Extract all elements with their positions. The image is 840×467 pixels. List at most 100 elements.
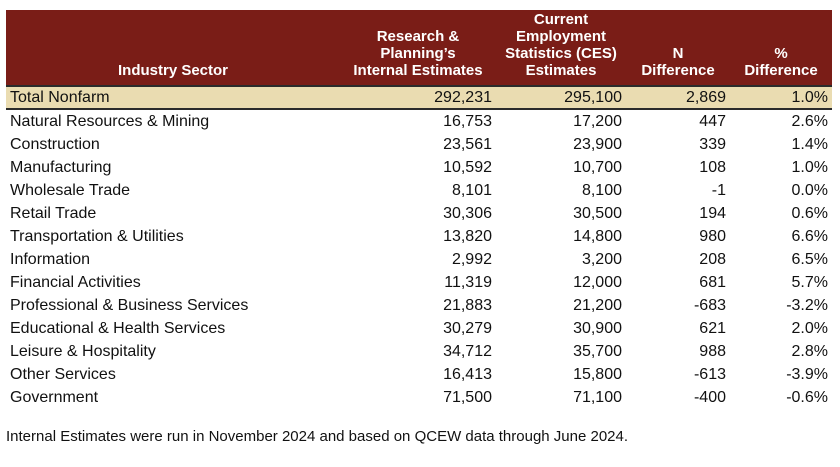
employment-estimates-table-container: Industry Sector Research & Planning’s In…: [6, 10, 832, 409]
header-line: Industry Sector: [117, 62, 229, 79]
cell-internal-estimate: 16,413: [443, 366, 492, 383]
cell-n-difference: 339: [699, 136, 726, 153]
header-industry-sector: Industry Sector: [6, 10, 340, 86]
table-row: Transportation & Utilities 13,820 14,800…: [6, 225, 832, 248]
table-row: Professional & Business Services 21,883 …: [6, 294, 832, 317]
cell-internal-estimate: 30,279: [443, 320, 492, 337]
cell-sector: Construction: [10, 136, 100, 153]
cell-ces-estimate: 295,100: [496, 85, 626, 110]
cell-percent-difference: -3.9%: [786, 366, 828, 383]
table-row: Construction 23,561 23,900 339 1.4%: [6, 133, 832, 156]
header-line: Current: [533, 11, 589, 28]
header-line: Internal Estimates: [353, 62, 483, 79]
header-line: Research &: [376, 28, 460, 45]
cell-ces-estimate: 10,700: [573, 159, 622, 176]
cell-n-difference: 980: [699, 228, 726, 245]
cell-internal-estimate: 13,820: [443, 228, 492, 245]
table-header-row: Industry Sector Research & Planning’s In…: [6, 10, 832, 86]
cell-ces-estimate: 30,500: [573, 205, 622, 222]
table-row: Retail Trade 30,306 30,500 194 0.6%: [6, 202, 832, 225]
cell-n-difference: 681: [699, 274, 726, 291]
header-line: Difference: [744, 62, 818, 79]
cell-internal-estimate: 2,992: [451, 251, 492, 268]
cell-percent-difference: 2.6%: [791, 113, 828, 130]
cell-ces-estimate: 3,200: [581, 251, 622, 268]
header-n-difference: N Difference: [626, 10, 730, 86]
cell-percent-difference: -0.6%: [786, 389, 828, 406]
cell-internal-estimate: 23,561: [443, 136, 492, 153]
cell-sector: Natural Resources & Mining: [10, 113, 210, 130]
cell-n-difference: -400: [693, 389, 726, 406]
cell-sector: Manufacturing: [10, 159, 112, 176]
cell-n-difference: 2,869: [626, 85, 730, 110]
cell-percent-difference: 6.5%: [791, 251, 828, 268]
table-row: Government 71,500 71,100 -400 -0.6%: [6, 386, 832, 409]
cell-ces-estimate: 23,900: [573, 136, 622, 153]
cell-percent-difference: 1.0%: [791, 159, 828, 176]
cell-internal-estimate: 71,500: [443, 389, 492, 406]
table-row: Other Services 16,413 15,800 -613 -3.9%: [6, 363, 832, 386]
cell-sector: Leisure & Hospitality: [10, 343, 156, 360]
cell-sector: Wholesale Trade: [10, 182, 131, 199]
cell-percent-difference: 2.0%: [791, 320, 828, 337]
cell-ces-estimate: 35,700: [573, 343, 622, 360]
cell-sector: Other Services: [10, 366, 116, 383]
header-line: Planning’s: [380, 45, 456, 62]
cell-percent-difference: 1.0%: [730, 85, 832, 110]
header-percent-difference: % Difference: [730, 10, 832, 86]
table-row-total-nonfarm: Total Nonfarm 292,231 295,100 2,869 1.0%: [6, 85, 832, 110]
cell-internal-estimate: 21,883: [443, 297, 492, 314]
cell-sector: Educational & Health Services: [10, 320, 226, 337]
cell-internal-estimate: 292,231: [340, 85, 496, 110]
header-line: Estimates: [525, 62, 597, 79]
cell-n-difference: 208: [699, 251, 726, 268]
cell-percent-difference: 0.0%: [791, 182, 828, 199]
cell-ces-estimate: 8,100: [581, 182, 622, 199]
cell-percent-difference: 6.6%: [791, 228, 828, 245]
cell-sector: Professional & Business Services: [10, 297, 249, 314]
employment-estimates-table: Industry Sector Research & Planning’s In…: [6, 10, 832, 409]
cell-ces-estimate: 17,200: [573, 113, 622, 130]
cell-ces-estimate: 71,100: [573, 389, 622, 406]
header-line: N: [672, 45, 684, 62]
table-row: Leisure & Hospitality 34,712 35,700 988 …: [6, 340, 832, 363]
table-footnote: Internal Estimates were run in November …: [6, 428, 629, 445]
cell-percent-difference: 0.6%: [791, 205, 828, 222]
cell-n-difference: 194: [699, 205, 726, 222]
cell-internal-estimate: 16,753: [443, 113, 492, 130]
table-row: Information 2,992 3,200 208 6.5%: [6, 248, 832, 271]
cell-n-difference: 621: [699, 320, 726, 337]
cell-ces-estimate: 15,800: [573, 366, 622, 383]
cell-n-difference: 988: [699, 343, 726, 360]
table-row: Natural Resources & Mining 16,753 17,200…: [6, 109, 832, 133]
cell-percent-difference: 5.7%: [791, 274, 828, 291]
header-line: %: [774, 45, 788, 62]
cell-n-difference: -613: [693, 366, 726, 383]
cell-n-difference: 447: [699, 113, 726, 130]
cell-percent-difference: 1.4%: [791, 136, 828, 153]
cell-sector: Retail Trade: [10, 205, 97, 222]
cell-ces-estimate: 21,200: [573, 297, 622, 314]
table-row: Wholesale Trade 8,101 8,100 -1 0.0%: [6, 179, 832, 202]
cell-n-difference: -683: [693, 297, 726, 314]
cell-internal-estimate: 30,306: [443, 205, 492, 222]
cell-ces-estimate: 12,000: [573, 274, 622, 291]
cell-sector: Total Nonfarm: [6, 85, 340, 110]
cell-internal-estimate: 8,101: [451, 182, 492, 199]
cell-n-difference: 108: [699, 159, 726, 176]
cell-ces-estimate: 30,900: [573, 320, 622, 337]
table-row: Financial Activities 11,319 12,000 681 5…: [6, 271, 832, 294]
cell-internal-estimate: 10,592: [443, 159, 492, 176]
cell-sector: Transportation & Utilities: [10, 228, 184, 245]
table-row: Manufacturing 10,592 10,700 108 1.0%: [6, 156, 832, 179]
cell-internal-estimate: 11,319: [444, 274, 492, 291]
cell-sector: Information: [10, 251, 91, 268]
cell-n-difference: -1: [711, 182, 726, 199]
header-line: Difference: [641, 62, 715, 79]
header-ces-estimates: Current Employment Statistics (CES) Esti…: [496, 10, 626, 86]
cell-sector: Government: [10, 389, 99, 406]
header-line: Statistics (CES): [505, 45, 617, 62]
cell-internal-estimate: 34,712: [443, 343, 492, 360]
cell-percent-difference: -3.2%: [786, 297, 828, 314]
header-line: Employment: [515, 28, 606, 45]
